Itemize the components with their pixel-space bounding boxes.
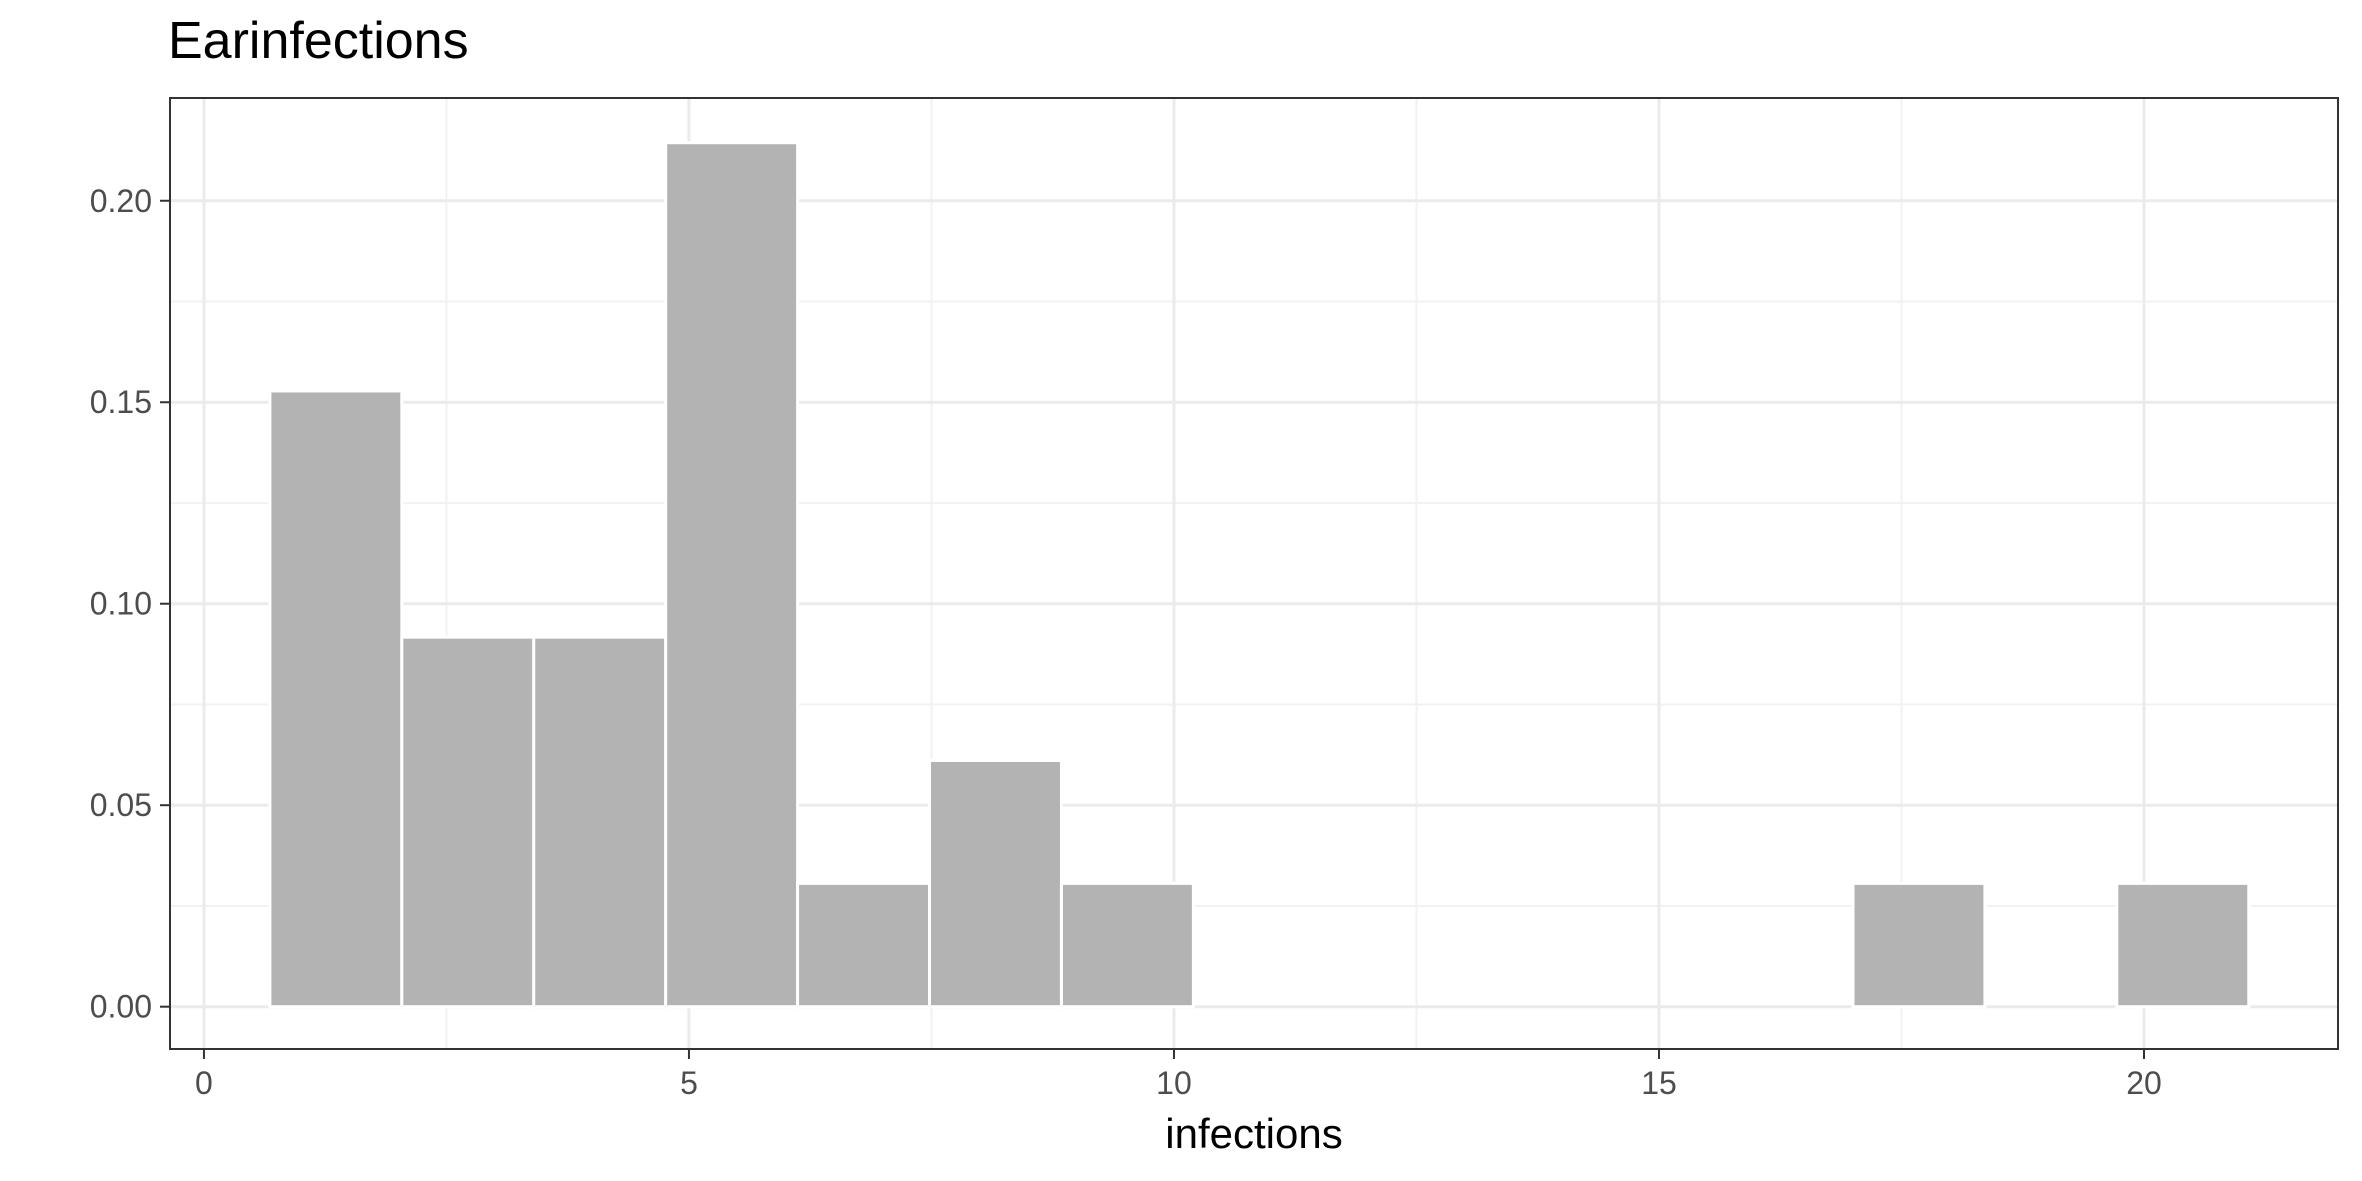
- x-tick-label: 10: [1156, 1065, 1192, 1101]
- panel-border: [169, 97, 2339, 1050]
- histogram-bar: [796, 881, 932, 1009]
- y-axis: 0.00 0.05 0.10 0.15 0.20: [90, 183, 170, 1025]
- histogram-bar: [1059, 881, 1195, 1009]
- histogram-bar: [928, 758, 1063, 1009]
- histogram-bar: [268, 389, 404, 1009]
- x-tick-label: 0: [195, 1065, 213, 1101]
- y-tick-label: 0.05: [90, 787, 152, 823]
- histogram-bar: [664, 141, 800, 1009]
- x-tick-label: 15: [1641, 1065, 1677, 1101]
- y-tick-label: 0.10: [90, 586, 152, 622]
- y-tick-label: 0.15: [90, 384, 152, 420]
- x-axis-title: infections: [1165, 1110, 1342, 1157]
- histogram-bar: [400, 635, 536, 1009]
- chart-title: Earinfections: [168, 12, 469, 70]
- x-tick-label: 20: [2126, 1065, 2162, 1101]
- histogram-bars: [268, 141, 2251, 1009]
- histogram-bar: [2115, 881, 2251, 1009]
- y-tick-label: 0.20: [90, 183, 152, 219]
- histogram-bar: [1851, 881, 1987, 1009]
- x-tick-label: 5: [680, 1065, 698, 1101]
- x-axis: 0 5 10 15 20: [195, 1049, 2162, 1101]
- histogram-bar: [532, 635, 668, 1009]
- y-tick-label: 0.00: [90, 989, 152, 1025]
